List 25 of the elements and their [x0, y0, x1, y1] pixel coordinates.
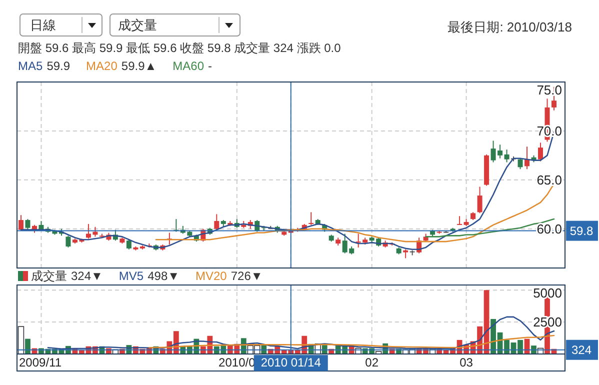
- text: MA5: [18, 59, 43, 73]
- ref-line-label: 324: [571, 342, 592, 357]
- y-tick-label: 65.0: [536, 172, 562, 188]
- x-tick-label: 2010 01/14: [260, 356, 322, 370]
- text: 726▼: [230, 269, 263, 283]
- text: MA60: [172, 59, 204, 73]
- text: 59.9▲: [121, 59, 157, 73]
- x-tick-label: 02: [365, 356, 379, 370]
- ref-line-label: 59.8: [570, 224, 594, 238]
- text: MV5: [118, 269, 144, 283]
- y-tick-label: 5000: [533, 286, 562, 300]
- text: 成交量: [118, 18, 157, 32]
- text: 324▼: [71, 269, 103, 283]
- text: 最後日期: 2010/03/18: [448, 20, 572, 34]
- x-tick-label: 2010/0: [218, 356, 256, 370]
- text: 59.9: [46, 59, 70, 73]
- legend-label: 成交量: [31, 269, 67, 283]
- text: MV20: [196, 269, 228, 283]
- text: 開盤 59.6 最高 59.9 最低 59.6 收盤 59.8 成交量 324 漲跌 0.0: [18, 41, 342, 55]
- text: MA20: [86, 59, 118, 73]
- x-tick-label: 03: [460, 356, 474, 370]
- text: -: [208, 59, 212, 73]
- text: 498▼: [148, 269, 180, 283]
- text: 日線: [30, 18, 56, 32]
- x-tick-label: 2009/11: [19, 356, 62, 370]
